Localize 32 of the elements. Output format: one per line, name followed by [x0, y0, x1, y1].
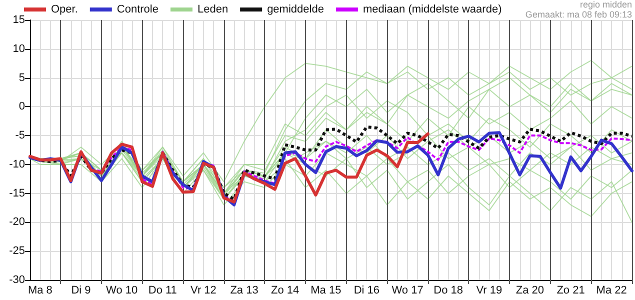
x-tick-label: Za 13	[230, 284, 258, 296]
x-tick-label: Wo 17	[392, 284, 424, 296]
legend-label: mediaan (middelste waarde)	[362, 4, 502, 16]
text: Gemaakt: ma 08 feb 09:13	[525, 10, 632, 20]
y-tick-label: 5	[18, 72, 25, 84]
y-tick-label: -25	[9, 245, 25, 258]
x-tick-label: Di 16	[354, 284, 380, 296]
y-tick-label: -15	[9, 187, 25, 200]
y-tick-label: -20	[9, 216, 25, 228]
y-tick-label: -10	[9, 158, 25, 170]
y-tick-label: 15	[12, 14, 25, 26]
legend-label: Controle	[116, 4, 158, 16]
text: regio midden	[580, 0, 632, 10]
legend-label: Oper.	[51, 4, 78, 16]
legend-label: Leden	[197, 4, 228, 16]
x-tick-label: Ma 22	[596, 284, 627, 296]
x-tick-label: Zo 21	[556, 284, 585, 296]
y-tick-label: 0	[18, 100, 25, 113]
x-tick-label: Vr 19	[476, 284, 502, 296]
x-tick-label: Do 18	[434, 284, 464, 296]
x-tick-label: Vr 12	[190, 284, 216, 296]
x-tick-label: Zo 14	[271, 284, 300, 296]
x-tick-label: Di 9	[71, 284, 91, 296]
y-tick-label: -30	[9, 274, 25, 286]
y-tick-label: 10	[12, 42, 25, 55]
x-tick-label: Ma 15	[310, 284, 342, 296]
legend-label: gemiddelde	[267, 4, 324, 16]
x-tick-label: Ma 8	[28, 284, 52, 296]
x-tick-label: Do 11	[148, 284, 177, 296]
x-tick-label: Wo 10	[106, 284, 138, 296]
x-tick-label: Za 20	[516, 284, 544, 296]
y-tick-label: -5	[15, 130, 25, 142]
